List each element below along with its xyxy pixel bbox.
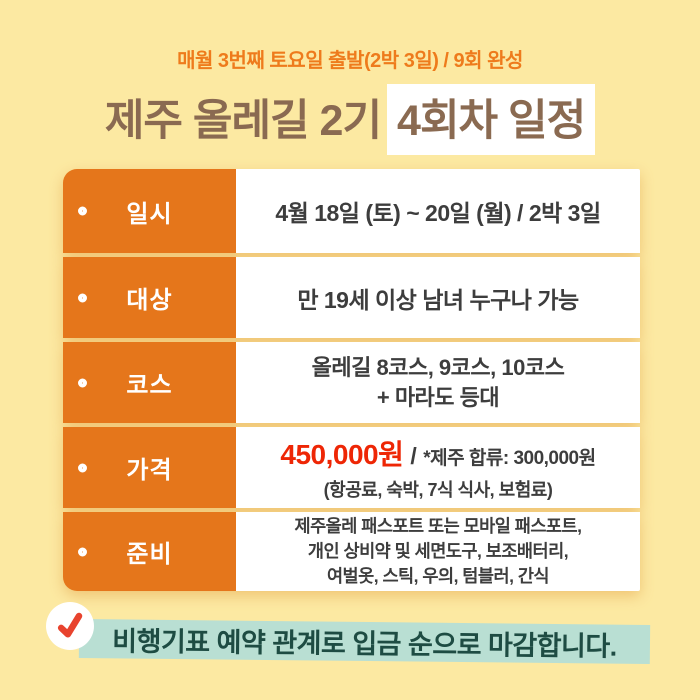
table-row-audience: 대상 만 19세 이상 남녀 누구나 가능 [63,257,640,338]
preparation-value-cell: 제주올레 패스포트 또는 모바일 패스포트, 개인 상비약 및 세면도구, 보조… [236,512,640,591]
row-label: 일시 [126,200,173,228]
subtitle: 매월 3번째 토요일 출발(2박 3일) / 9회 완성 [177,50,523,72]
price-label-cell: 가격 [63,427,236,508]
audience-value-cell: 만 19세 이상 남녀 누구나 가능 [236,257,640,338]
audience-value: 만 19세 이상 남녀 누구나 가능 [297,286,579,313]
preparation-label-cell: 준비 [63,512,236,591]
price-note: *제주 합류: 300,000원 [423,448,596,469]
course-line-2: + 마라도 등대 [376,384,500,410]
schedule-table: 일시 4월 18일 (토) ~ 20일 (월) / 2박 3일 대상 만 19세… [63,169,640,591]
date-value-cell: 4월 18일 (토) ~ 20일 (월) / 2박 3일 [236,169,640,253]
row-label: 대상 [126,287,173,314]
title-plain: 제주 올레길 2기 [104,97,382,145]
bullet-icon [78,463,87,472]
bullet-icon [78,547,87,556]
course-label-cell: 코스 [63,342,236,423]
row-label: 코스 [126,372,173,399]
preparation-line-1: 제주올레 패스포트 또는 모바일 패스포트, [294,516,582,537]
table-row-course: 코스 올레길 8코스, 9코스, 10코스 + 마라도 등대 [63,342,640,423]
date-value: 4월 18일 (토) ~ 20일 (월) / 2박 3일 [275,200,601,226]
row-label: 가격 [126,457,173,484]
price-includes: (항공료, 숙박, 7식 식사, 보험료) [323,480,553,500]
bullet-icon [78,378,87,387]
table-row-price: 가격 450,000원 / *제주 합류: 300,000원 (항공료, 숙박,… [63,427,640,508]
course-line-1: 올레길 8코스, 9코스, 10코스 [311,355,565,381]
preparation-line-2: 개인 상비약 및 세면도구, 보조배터리, [307,541,569,562]
page-title: 제주 올레길 2기 4회차 일정 [0,84,700,155]
title-highlight: 4회차 일정 [387,84,596,155]
row-label: 준비 [126,541,173,568]
price-line: 450,000원 / *제주 합류: 300,000원 [280,433,596,473]
price-main: 450,000원 [280,439,404,470]
notice-text: 비행기표 예약 관계로 입금 순으로 마감합니다. [112,626,617,662]
bullet-icon [78,293,87,302]
table-row-date: 일시 4월 18일 (토) ~ 20일 (월) / 2박 3일 [63,169,640,253]
date-label-cell: 일시 [63,169,236,253]
notice-banner: 비행기표 예약 관계로 입금 순으로 마감합니다. [78,619,651,664]
price-separator: / [410,443,417,469]
bullet-icon [78,206,87,216]
table-row-preparation: 준비 제주올레 패스포트 또는 모바일 패스포트, 개인 상비약 및 세면도구,… [63,512,640,591]
price-value-cell: 450,000원 / *제주 합류: 300,000원 (항공료, 숙박, 7식… [236,427,640,508]
check-circle-icon [46,602,94,650]
preparation-line-3: 여벌옷, 스틱, 우의, 텀블러, 간식 [326,565,550,586]
audience-label-cell: 대상 [63,257,236,338]
course-value-cell: 올레길 8코스, 9코스, 10코스 + 마라도 등대 [236,342,640,423]
